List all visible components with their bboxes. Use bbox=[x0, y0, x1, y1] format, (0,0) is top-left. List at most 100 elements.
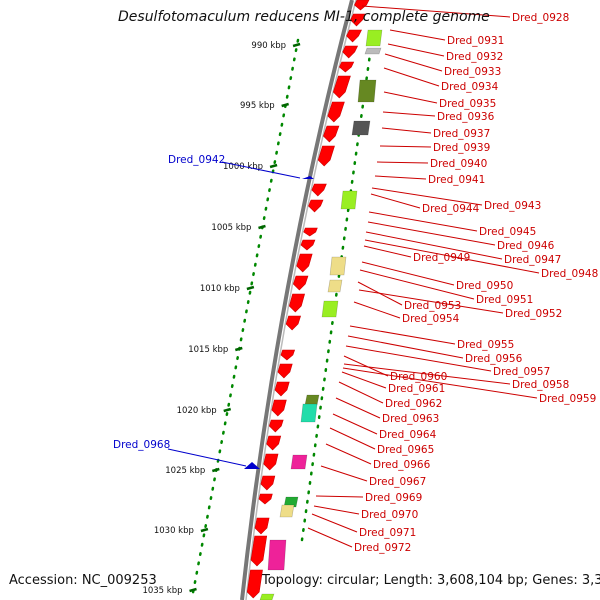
gene-label: Dred_0939 bbox=[433, 142, 490, 154]
tick-mark bbox=[258, 224, 266, 230]
tick-label: 1000 kbp bbox=[223, 162, 263, 172]
tick-label: 1025 kbp bbox=[165, 466, 205, 476]
gene-label: Dred_0969 bbox=[365, 492, 422, 504]
tick-mark bbox=[269, 163, 278, 169]
tick-label: 1020 kbp bbox=[177, 406, 217, 416]
leader-line bbox=[353, 301, 401, 319]
gene-arrow bbox=[327, 101, 345, 123]
gene-label: Dred_0946 bbox=[497, 240, 555, 252]
gene-labels: Dred_0928 Dred_0931 Dred_0932 Dred_0933 Dred… bbox=[307, 5, 598, 554]
leader-line bbox=[371, 187, 483, 206]
gene-label: Dred_0940 bbox=[430, 158, 487, 170]
leader-line bbox=[384, 53, 443, 72]
gene-label: Dred_0966 bbox=[373, 459, 431, 471]
gene-label: Dred_0933 bbox=[444, 66, 501, 78]
gene-arrow bbox=[285, 315, 302, 331]
feature-block bbox=[329, 256, 347, 276]
gene-label: Dred_0936 bbox=[437, 111, 495, 123]
leader-line bbox=[383, 91, 438, 104]
leader-line bbox=[374, 175, 427, 180]
gene-arrow bbox=[342, 45, 359, 59]
feature-block bbox=[283, 496, 299, 508]
gene-label: Dred_0971 bbox=[359, 527, 416, 539]
blue-gene-label: Dred_0942 bbox=[168, 154, 225, 166]
feature-block bbox=[357, 79, 377, 103]
genome-backbone bbox=[240, 0, 354, 600]
leader-line bbox=[307, 527, 353, 548]
gene-arrow bbox=[296, 253, 313, 273]
leader-line bbox=[370, 193, 421, 209]
gene-arrow bbox=[354, 0, 370, 11]
gene-arrow bbox=[346, 29, 362, 43]
leader-line bbox=[320, 465, 368, 482]
blue-leader-line bbox=[167, 448, 247, 467]
leader-line bbox=[364, 239, 540, 274]
leader-line bbox=[347, 335, 464, 359]
gene-arrow bbox=[246, 569, 263, 599]
gene-label: Dred_0954 bbox=[402, 313, 460, 325]
gene-label: Dred_0961 bbox=[388, 383, 445, 395]
gene-arrow bbox=[268, 419, 284, 433]
leader-line bbox=[311, 513, 358, 533]
leader-line bbox=[335, 397, 381, 419]
kbp-ticks: 990 kbp 995 kbp 1000 kbp 1005 kbp 1010 kbp 10… bbox=[142, 41, 301, 596]
tick-mark bbox=[223, 407, 232, 413]
feature-block bbox=[279, 504, 295, 518]
gene-label: Dred_0957 bbox=[493, 366, 550, 378]
gene-label: Dred_0965 bbox=[377, 444, 434, 456]
gene-arrow bbox=[274, 381, 290, 397]
inner-dotted-line bbox=[300, 38, 374, 542]
tick-label: 1005 kbp bbox=[211, 223, 251, 233]
gene-arrow bbox=[300, 239, 316, 251]
gene-label: Dred_0972 bbox=[354, 542, 411, 554]
leader-line bbox=[329, 427, 376, 450]
leader-line bbox=[363, 245, 412, 258]
blue-feature-marker bbox=[302, 176, 314, 179]
leader-line bbox=[343, 363, 511, 385]
ruler-dotted-line bbox=[190, 38, 300, 600]
gene-label: Dred_0956 bbox=[465, 353, 523, 365]
tick-label: 995 kbp bbox=[240, 101, 275, 111]
feature-block bbox=[304, 394, 320, 406]
gene-label: Dred_0949 bbox=[413, 252, 470, 264]
gene-label: Dred_0950 bbox=[456, 280, 513, 292]
feature-block bbox=[351, 120, 371, 136]
tick-mark bbox=[189, 587, 197, 593]
leader-line bbox=[365, 231, 503, 260]
leader-line bbox=[358, 289, 504, 314]
genome-backbone-highlight bbox=[245, 0, 357, 600]
leader-line bbox=[367, 221, 496, 246]
gene-label: Dred_0953 bbox=[404, 300, 461, 312]
tick-mark bbox=[234, 346, 243, 352]
tick-mark bbox=[246, 285, 255, 291]
gene-arrow bbox=[250, 535, 268, 567]
leader-line bbox=[342, 367, 538, 399]
blue-gene-label: Dred_0968 bbox=[113, 439, 170, 451]
feature-block bbox=[327, 279, 343, 293]
leader-line bbox=[343, 355, 389, 377]
gene-arrow bbox=[303, 227, 318, 237]
gene-arrow bbox=[288, 293, 305, 313]
leader-line bbox=[389, 29, 446, 41]
gene-label: Dred_0928 bbox=[512, 12, 569, 24]
gene-label: Dred_0947 bbox=[504, 254, 561, 266]
gene-features bbox=[246, 0, 383, 600]
gene-label: Dred_0941 bbox=[428, 174, 485, 186]
genome-summary: Topology: circular; Length: 3,608,104 bp… bbox=[262, 573, 600, 588]
leader-line bbox=[359, 269, 475, 300]
gene-label: Dred_0959 bbox=[539, 393, 596, 405]
gene-arrow bbox=[260, 475, 276, 491]
gene-label: Dred_0951 bbox=[476, 294, 533, 306]
gene-arrow bbox=[293, 275, 309, 291]
gene-label: Dred_0937 bbox=[433, 128, 490, 140]
gene-label: Dred_0967 bbox=[369, 476, 426, 488]
leader-line bbox=[349, 325, 456, 345]
gene-label: Dred_0960 bbox=[390, 371, 447, 383]
gene-arrow bbox=[338, 61, 355, 73]
gene-arrow bbox=[311, 183, 327, 197]
gene-arrow bbox=[254, 517, 270, 535]
gene-label: Dred_0958 bbox=[512, 379, 569, 391]
gene-arrow bbox=[323, 125, 340, 143]
leader-line bbox=[345, 345, 492, 372]
blue-features: Dred_0942 Dred_0968 bbox=[113, 154, 314, 469]
